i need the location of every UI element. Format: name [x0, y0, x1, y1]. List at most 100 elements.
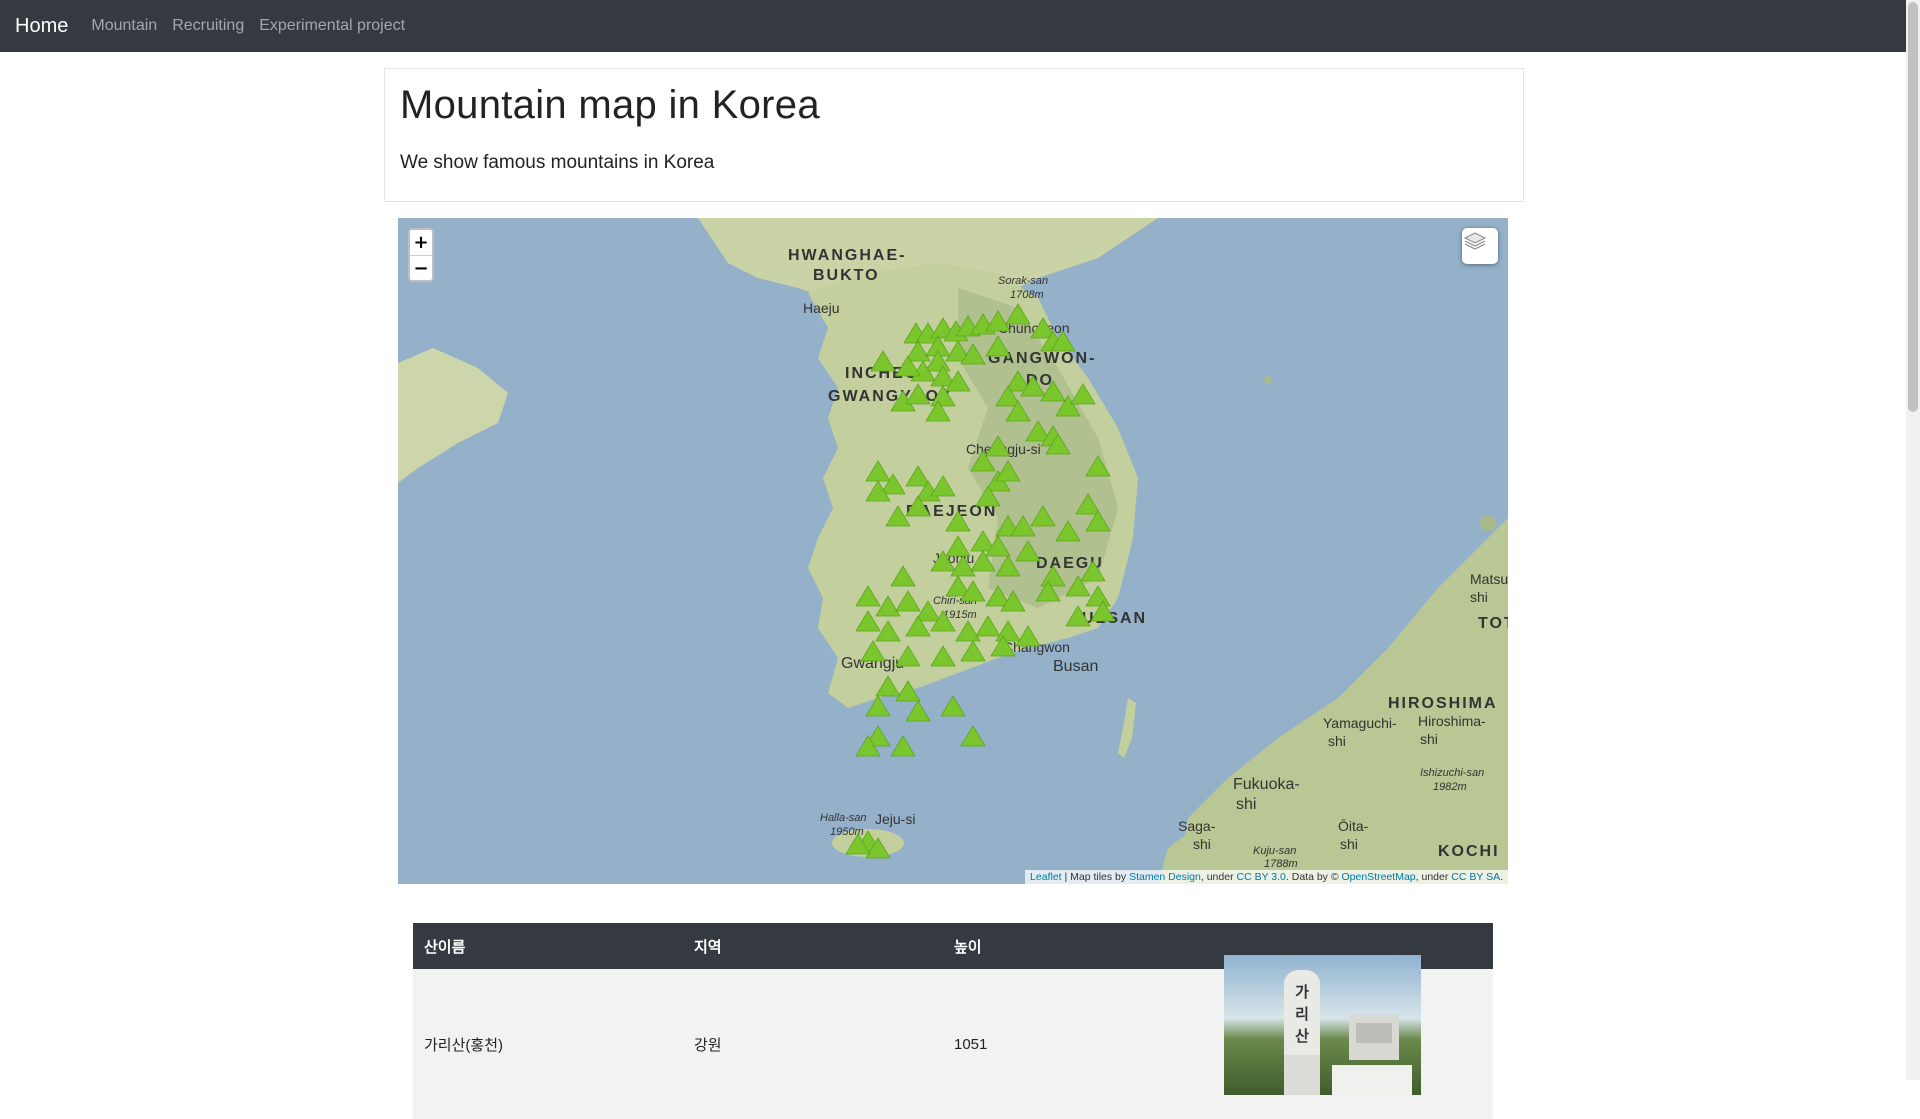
- mountain-marker[interactable]: [895, 680, 921, 702]
- attribution-ccbysa-link[interactable]: CC BY SA: [1451, 871, 1501, 883]
- mountain-marker[interactable]: [1005, 303, 1031, 325]
- mountain-marker[interactable]: [995, 460, 1021, 482]
- mountain-marker[interactable]: [890, 565, 916, 587]
- mountain-marker[interactable]: [865, 480, 891, 502]
- mountain-marker[interactable]: [930, 610, 956, 632]
- attribution-stamen-link[interactable]: Stamen Design: [1129, 871, 1201, 883]
- mountain-marker[interactable]: [975, 615, 1001, 637]
- mountain-marker[interactable]: [960, 580, 986, 602]
- scrollbar-thumb[interactable]: [1908, 2, 1918, 412]
- mountain-marker[interactable]: [1025, 420, 1051, 442]
- mountain-marker[interactable]: [970, 550, 996, 572]
- mountain-marker[interactable]: [845, 833, 871, 855]
- mountain-marker[interactable]: [1075, 493, 1101, 515]
- zoom-out-button[interactable]: −: [410, 255, 432, 280]
- mountain-marker[interactable]: [875, 595, 901, 617]
- mountain-marker[interactable]: [855, 735, 881, 757]
- mountain-marker[interactable]: [1055, 395, 1081, 417]
- mountain-marker[interactable]: [1030, 505, 1056, 527]
- mountain-marker[interactable]: [905, 383, 931, 405]
- mountain-marker[interactable]: [1045, 433, 1071, 455]
- mountain-marker[interactable]: [1020, 375, 1046, 397]
- mountain-marker[interactable]: [990, 635, 1016, 657]
- mountain-marker[interactable]: [1035, 580, 1061, 602]
- mountain-marker[interactable]: [885, 505, 911, 527]
- mountain-marker[interactable]: [985, 335, 1011, 357]
- mountain-marker[interactable]: [865, 695, 891, 717]
- mountain-marker[interactable]: [985, 585, 1011, 607]
- mountain-marker[interactable]: [875, 620, 901, 642]
- mountain-marker[interactable]: [985, 310, 1011, 332]
- mountain-marker[interactable]: [930, 645, 956, 667]
- mountain-marker[interactable]: [945, 535, 971, 557]
- mountain-marker[interactable]: [1010, 515, 1036, 537]
- mountain-marker[interactable]: [1085, 585, 1111, 607]
- mountain-marker[interactable]: [1015, 540, 1041, 562]
- mountain-marker[interactable]: [1050, 330, 1076, 352]
- mountain-marker[interactable]: [960, 640, 986, 662]
- mountain-marker[interactable]: [925, 400, 951, 422]
- mountain-marker[interactable]: [940, 695, 966, 717]
- mountain-marker[interactable]: [1080, 560, 1106, 582]
- mountain-marker[interactable]: [865, 837, 891, 859]
- mountain-marker[interactable]: [880, 473, 906, 495]
- mountain-marker[interactable]: [860, 640, 886, 662]
- mountain-marker[interactable]: [975, 485, 1001, 507]
- layers-control-button[interactable]: [1462, 228, 1498, 264]
- nav-link-mountain[interactable]: Mountain: [91, 17, 158, 34]
- mountain-marker[interactable]: [950, 555, 976, 577]
- mountain-marker[interactable]: [930, 475, 956, 497]
- mountain-marker[interactable]: [930, 385, 956, 407]
- mountain-marker[interactable]: [945, 575, 971, 597]
- mountain-marker[interactable]: [905, 340, 931, 362]
- mountain-marker[interactable]: [870, 350, 896, 372]
- nav-link-recruiting[interactable]: Recruiting: [172, 17, 245, 34]
- mountain-marker[interactable]: [1000, 590, 1026, 612]
- mountain-marker[interactable]: [875, 675, 901, 697]
- mountain-marker[interactable]: [945, 510, 971, 532]
- mountain-marker[interactable]: [985, 435, 1011, 457]
- mountain-marker[interactable]: [995, 620, 1021, 642]
- mountain-marker[interactable]: [1005, 400, 1031, 422]
- mountain-marker[interactable]: [1055, 520, 1081, 542]
- mountain-marker[interactable]: [1085, 510, 1111, 532]
- mountain-marker[interactable]: [855, 585, 881, 607]
- mountain-marker[interactable]: [865, 725, 891, 747]
- mountain-marker[interactable]: [895, 355, 921, 377]
- attribution-ccby-link[interactable]: CC BY 3.0: [1236, 871, 1286, 883]
- page-scrollbar[interactable]: [1906, 0, 1920, 1080]
- mountain-marker[interactable]: [945, 370, 971, 392]
- mountain-marker[interactable]: [905, 495, 931, 517]
- mountain-marker[interactable]: [1015, 625, 1041, 647]
- mountain-marker[interactable]: [895, 645, 921, 667]
- mountain-marker[interactable]: [930, 550, 956, 572]
- mountain-marker[interactable]: [945, 340, 971, 362]
- attribution-leaflet-link[interactable]: Leaflet: [1030, 871, 1062, 883]
- nav-link-experimental-project[interactable]: Experimental project: [259, 17, 406, 34]
- mountain-marker[interactable]: [1040, 565, 1066, 587]
- mountain-marker[interactable]: [1090, 600, 1116, 622]
- mountain-marker[interactable]: [890, 735, 916, 757]
- mountain-marker[interactable]: [1065, 605, 1091, 627]
- mountain-marker[interactable]: [970, 450, 996, 472]
- nav-brand-home[interactable]: Home: [15, 14, 69, 37]
- zoom-in-button[interactable]: +: [413, 232, 429, 253]
- mountain-marker[interactable]: [895, 590, 921, 612]
- mountain-marker[interactable]: [1085, 455, 1111, 477]
- mountain-marker[interactable]: [925, 350, 951, 372]
- mountain-marker[interactable]: [985, 535, 1011, 557]
- mountain-marker[interactable]: [960, 725, 986, 747]
- mountain-marker[interactable]: [1030, 317, 1056, 339]
- mountain-marker[interactable]: [995, 385, 1021, 407]
- mountain-marker[interactable]: [995, 555, 1021, 577]
- mountain-marker[interactable]: [1040, 380, 1066, 402]
- mountain-marker[interactable]: [905, 615, 931, 637]
- mountain-marker[interactable]: [855, 610, 881, 632]
- mountain-marker[interactable]: [1070, 383, 1096, 405]
- mountain-marker[interactable]: [915, 600, 941, 622]
- mountain-marker[interactable]: [1065, 575, 1091, 597]
- mountain-marker[interactable]: [955, 620, 981, 642]
- mountain-marker[interactable]: [1005, 370, 1031, 392]
- attribution-osm-link[interactable]: OpenStreetMap: [1341, 871, 1416, 883]
- mountain-map[interactable]: HWANGHAE- BUKTO Haeju Sorak-san 1708m Ch…: [398, 218, 1508, 884]
